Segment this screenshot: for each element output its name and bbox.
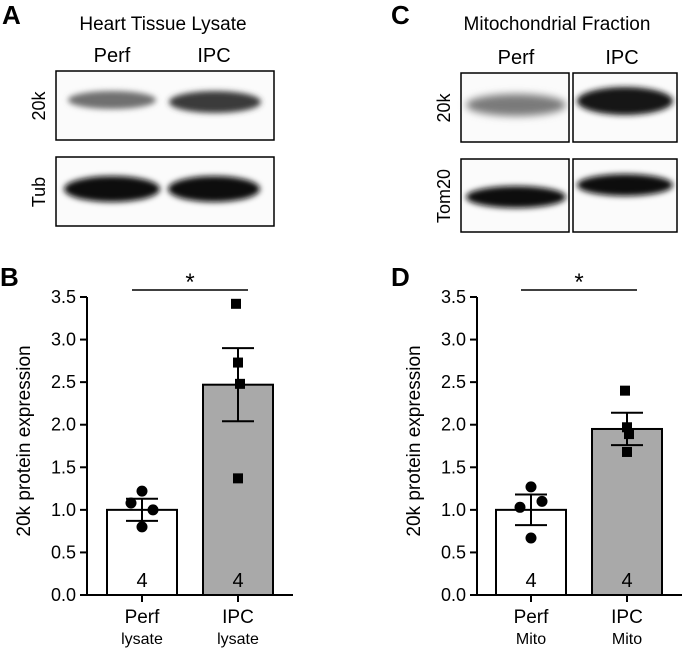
data-point-d-perf xyxy=(514,501,526,513)
y-tick-label-b: 0.5 xyxy=(51,542,76,562)
panel-letter-a: A xyxy=(2,0,21,30)
y-tick-label-d: 0.5 xyxy=(441,542,466,562)
blot-a-tub-box xyxy=(55,156,275,227)
lane-label-perf-c: Perf xyxy=(498,47,535,69)
panel-letter-b: B xyxy=(0,262,19,292)
band-a-tub-ipc xyxy=(168,176,260,202)
category-label-d-1: IPC xyxy=(611,607,643,628)
band-a-tub-perf xyxy=(64,176,160,202)
y-tick-label-b: 1.0 xyxy=(51,500,76,520)
band-c-20k-perf xyxy=(466,94,566,116)
y-tick-label-d: 2.0 xyxy=(441,415,466,435)
data-point-d-perf xyxy=(525,481,537,493)
y-tick-label-b: 3.0 xyxy=(51,330,76,350)
blot-a-20k-box xyxy=(55,70,275,141)
blot-title-a: Heart Tissue Lysate xyxy=(79,14,246,35)
row-label-a-20k: 20k xyxy=(29,90,49,120)
band-c-tom20-perf xyxy=(466,186,566,208)
blot-c-20k-box xyxy=(460,72,678,143)
row-label-a-tub: Tub xyxy=(29,177,49,207)
band-c-20k-ipc xyxy=(577,87,673,115)
significance-star-d: * xyxy=(574,269,583,296)
y-tick-label-b: 2.5 xyxy=(51,372,76,392)
lane-label-perf-a: Perf xyxy=(94,45,131,67)
data-point-b-ipc xyxy=(233,473,243,484)
data-point-d-ipc xyxy=(622,446,632,457)
y-tick-label-d: 0.0 xyxy=(441,585,466,605)
band-c-tom20-ipc xyxy=(577,174,673,196)
bar-chart-b: 20k protein expression 0.0 0.5 1.0 1.5 2.0 2.5… xyxy=(14,269,293,648)
row-label-c-20k: 20k xyxy=(434,92,454,122)
subcategory-label-d-0: Mito xyxy=(516,631,546,648)
data-point-b-ipc xyxy=(231,298,241,309)
band-a-20k-ipc xyxy=(169,91,261,113)
y-axis-label-b: 20k protein expression xyxy=(14,345,35,536)
category-label-b-1: IPC xyxy=(222,607,254,628)
data-point-b-ipc xyxy=(233,357,243,368)
subcategory-label-b-0: lysate xyxy=(121,631,163,648)
data-point-d-ipc xyxy=(624,429,634,440)
data-point-b-perf xyxy=(125,497,137,509)
n-label-d-1: 4 xyxy=(621,570,632,592)
significance-star-b: * xyxy=(185,269,194,296)
data-point-d-perf xyxy=(536,495,548,507)
subcategory-label-d-1: Mito xyxy=(612,631,642,648)
subcategory-label-b-1: lysate xyxy=(217,631,259,648)
panel-letter-d: D xyxy=(391,262,410,292)
bar-chart-d: 20k protein expression 0.0 0.5 1.0 1.5 2.0 2.5… xyxy=(404,269,682,648)
data-point-d-ipc xyxy=(622,422,632,433)
y-tick-label-d: 1.0 xyxy=(441,500,466,520)
blot-panel-a: A Heart Tissue Lysate Perf IPC 20k Tub xyxy=(2,0,275,227)
panel-letter-c: C xyxy=(391,0,410,30)
y-tick-label-d: 3.5 xyxy=(441,287,466,307)
y-tick-label-d: 3.0 xyxy=(441,330,466,350)
lane-label-ipc-a: IPC xyxy=(197,45,230,67)
band-a-20k-perf xyxy=(68,91,156,109)
blot-c-tom20-box xyxy=(460,158,678,233)
y-tick-label-d: 1.5 xyxy=(441,457,466,477)
category-label-d-0: Perf xyxy=(514,607,550,628)
data-point-d-ipc xyxy=(620,385,630,396)
blot-panel-c: C Mitochondrial Fraction Perf IPC 20k To… xyxy=(391,0,678,233)
data-point-b-perf xyxy=(136,521,148,533)
y-tick-label-b: 0.0 xyxy=(51,585,76,605)
y-tick-label-b: 2.0 xyxy=(51,415,76,435)
y-tick-label-d: 2.5 xyxy=(441,372,466,392)
y-tick-label-b: 1.5 xyxy=(51,457,76,477)
n-label-d-0: 4 xyxy=(525,570,536,592)
data-point-d-perf xyxy=(525,532,537,544)
blot-title-c: Mitochondrial Fraction xyxy=(464,14,651,35)
y-axis-label-d: 20k protein expression xyxy=(404,345,425,536)
n-label-b-0: 4 xyxy=(136,570,147,592)
category-label-b-0: Perf xyxy=(125,607,161,628)
row-label-c-tom20: Tom20 xyxy=(434,169,454,223)
data-point-b-perf xyxy=(136,485,148,497)
lane-label-ipc-c: IPC xyxy=(605,47,638,69)
n-label-b-1: 4 xyxy=(232,570,243,592)
y-tick-label-b: 3.5 xyxy=(51,287,76,307)
data-point-b-ipc xyxy=(235,378,245,389)
data-point-b-perf xyxy=(147,504,159,516)
